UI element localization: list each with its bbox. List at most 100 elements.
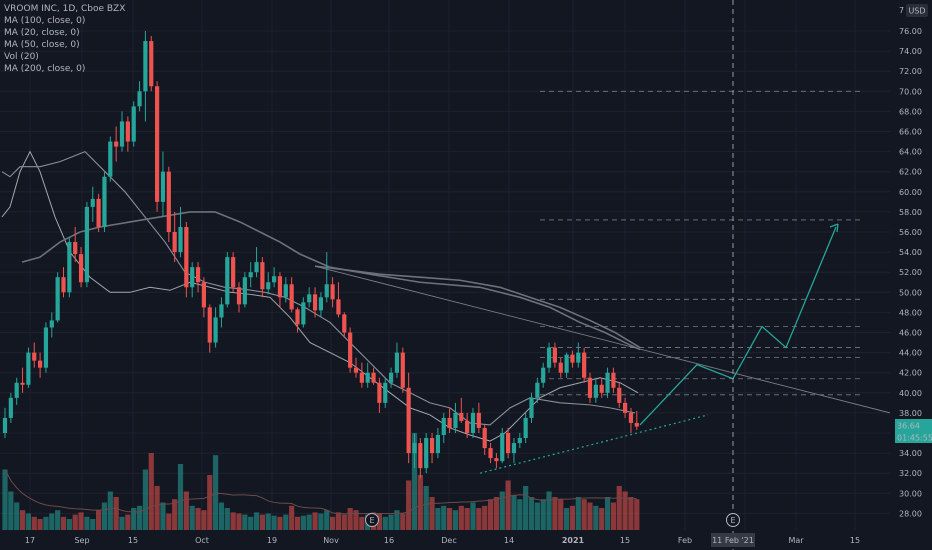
x-tick-label: Nov [323, 536, 339, 545]
volume-bar [230, 512, 236, 530]
volume-bar [14, 502, 20, 530]
earnings-label: E [369, 516, 374, 525]
volume-bar [277, 516, 283, 530]
legend-ma50[interactable]: MA (50, close, 0) [4, 40, 80, 50]
volume-bar [177, 464, 184, 530]
volume-bar [359, 516, 365, 530]
symbol-title[interactable]: VROOM INC, 1D, Cboe BZX [4, 4, 126, 14]
candle [26, 347, 31, 388]
y-tick-label: 72.00 [899, 67, 922, 76]
legend-vol[interactable]: Vol (20) [4, 52, 39, 62]
candle [570, 350, 575, 368]
candle [272, 267, 277, 288]
volume-bar [458, 505, 464, 530]
volume-bar [49, 513, 55, 530]
candle [476, 402, 481, 433]
crosshair-date-badge: 11 Feb '21 [711, 533, 755, 547]
candle [406, 372, 411, 464]
y-tick-label: 74.00 [899, 47, 922, 56]
x-tick-label: Feb [678, 536, 692, 545]
volume-bar [72, 514, 78, 530]
volume-bars [2, 433, 640, 530]
candle [523, 412, 528, 444]
volume-bar [37, 519, 43, 530]
candle [599, 377, 604, 398]
volume-bar [43, 516, 49, 530]
candle [254, 247, 259, 278]
candle [342, 312, 347, 338]
volume-bar [487, 499, 494, 530]
volume-bar [564, 508, 570, 530]
y-tick-label: 68.00 [899, 107, 922, 116]
volume-bar [142, 469, 148, 530]
volume-bar [464, 508, 470, 530]
candle [336, 282, 341, 318]
candle [178, 206, 183, 258]
time-axis[interactable]: 17Sep15Oct19Nov16Dec14202115Feb15Mar15 [25, 536, 860, 545]
y-tick-label: 40.00 [899, 389, 922, 398]
volume-bar [330, 516, 336, 530]
candle [260, 257, 265, 298]
y-tick-label: 42.00 [899, 369, 922, 378]
last-price-badge: 36.64 01:45:55 [895, 419, 932, 443]
volume-bar [616, 486, 622, 530]
x-tick-label: 19 [267, 536, 277, 545]
volume-bar [447, 508, 453, 530]
y-tick-label: 76.00 [899, 27, 922, 36]
volume-bar [213, 455, 219, 530]
crosshair-date-bg [711, 533, 755, 547]
candle [78, 247, 84, 288]
volume-bar [324, 510, 330, 530]
y-tick-label: 58.00 [899, 208, 922, 217]
candle [593, 377, 598, 403]
support-trendline [479, 414, 709, 474]
currency-label[interactable]: 7 USD [899, 4, 928, 17]
candle [248, 262, 253, 288]
volume-bar [505, 480, 511, 530]
forecast-arrowhead [829, 223, 839, 233]
candle [190, 262, 195, 298]
volume-bar [435, 508, 441, 530]
candle [435, 427, 440, 459]
volume-bar [201, 510, 207, 530]
ma200-line [314, 265, 641, 349]
candle [365, 362, 370, 388]
ma100-line [21, 211, 641, 351]
earnings-marker-1[interactable]: E [365, 513, 379, 527]
volume-bar [411, 433, 418, 530]
volume-bar [125, 514, 131, 530]
legend-ma200[interactable]: MA (200, close, 0) [4, 64, 86, 74]
volume-bar [19, 510, 26, 530]
candle [371, 367, 376, 385]
earnings-label: E [730, 516, 735, 525]
volume-bar [470, 502, 476, 530]
volume-bar [25, 513, 31, 530]
moving-averages [1, 150, 641, 515]
volume-bar [172, 499, 178, 530]
price-axis[interactable]: 28.0030.0032.0034.0036.0038.0040.0042.00… [899, 27, 922, 518]
candle [55, 272, 60, 323]
drawings [314, 223, 891, 474]
legend-ma100[interactable]: MA (100, close, 0) [4, 16, 86, 26]
volume-bar [441, 505, 447, 530]
y-tick-label: 32.00 [899, 469, 922, 478]
legend-ma20[interactable]: MA (20, close, 0) [4, 28, 80, 38]
x-tick-label: Oct [195, 536, 209, 545]
earnings-marker-2[interactable]: E [726, 513, 740, 527]
volume-bar [207, 475, 213, 530]
volume-bar [189, 505, 195, 530]
candle [277, 272, 283, 308]
volume-bar [160, 502, 166, 530]
candle [359, 362, 364, 388]
candle [114, 126, 119, 162]
volume-bar [8, 491, 14, 530]
y-tick-label: 28.00 [899, 509, 922, 518]
volume-bar [610, 502, 616, 530]
volume-bar [306, 514, 312, 530]
candle [324, 252, 329, 303]
y-tick-label: 62.00 [899, 168, 922, 177]
volume-bar [259, 514, 265, 530]
x-tick-label: Sep [74, 536, 89, 545]
volume-bar [523, 486, 529, 530]
